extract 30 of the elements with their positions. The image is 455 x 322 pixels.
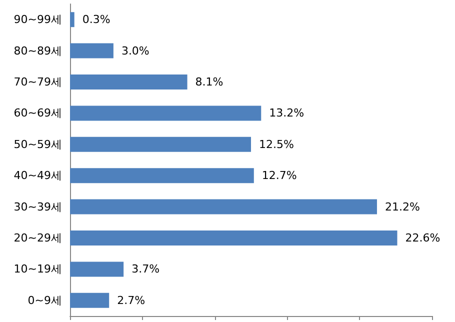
- bar: [70, 199, 377, 214]
- data-label: 21.2%: [384, 200, 420, 214]
- y-tick-label: 10~19세: [14, 262, 62, 276]
- data-label: 13.2%: [269, 106, 304, 120]
- bar: [70, 230, 398, 246]
- data-label: 3.7%: [132, 262, 160, 276]
- bar: [70, 262, 124, 277]
- bar: [70, 43, 114, 58]
- bar: [70, 12, 74, 28]
- data-label: 2.7%: [117, 294, 146, 307]
- bar: [70, 292, 110, 308]
- data-label: 12.7%: [262, 169, 297, 182]
- y-tick-label: 60~69세: [14, 106, 62, 120]
- bar: [70, 168, 254, 184]
- data-label: 0.3%: [82, 13, 110, 26]
- bar: [70, 106, 262, 121]
- data-label: 3.0%: [121, 44, 150, 58]
- y-tick-label: 30~39세: [14, 200, 62, 214]
- y-tick-label: 50~59세: [14, 138, 62, 151]
- y-tick-label: 90~99세: [14, 13, 62, 26]
- y-tick-label: 0~9세: [28, 294, 62, 307]
- y-tick-label: 80~89세: [14, 44, 62, 58]
- y-tick-label: 20~29세: [14, 232, 62, 244]
- bar: [70, 74, 188, 90]
- bar: [70, 136, 251, 152]
- data-label: 22.6%: [405, 232, 440, 244]
- y-tick-label: 40~49세: [14, 169, 62, 182]
- data-label: 8.1%: [195, 76, 224, 88]
- data-label: 12.5%: [259, 138, 294, 151]
- y-tick-label: 70~79세: [14, 76, 62, 88]
